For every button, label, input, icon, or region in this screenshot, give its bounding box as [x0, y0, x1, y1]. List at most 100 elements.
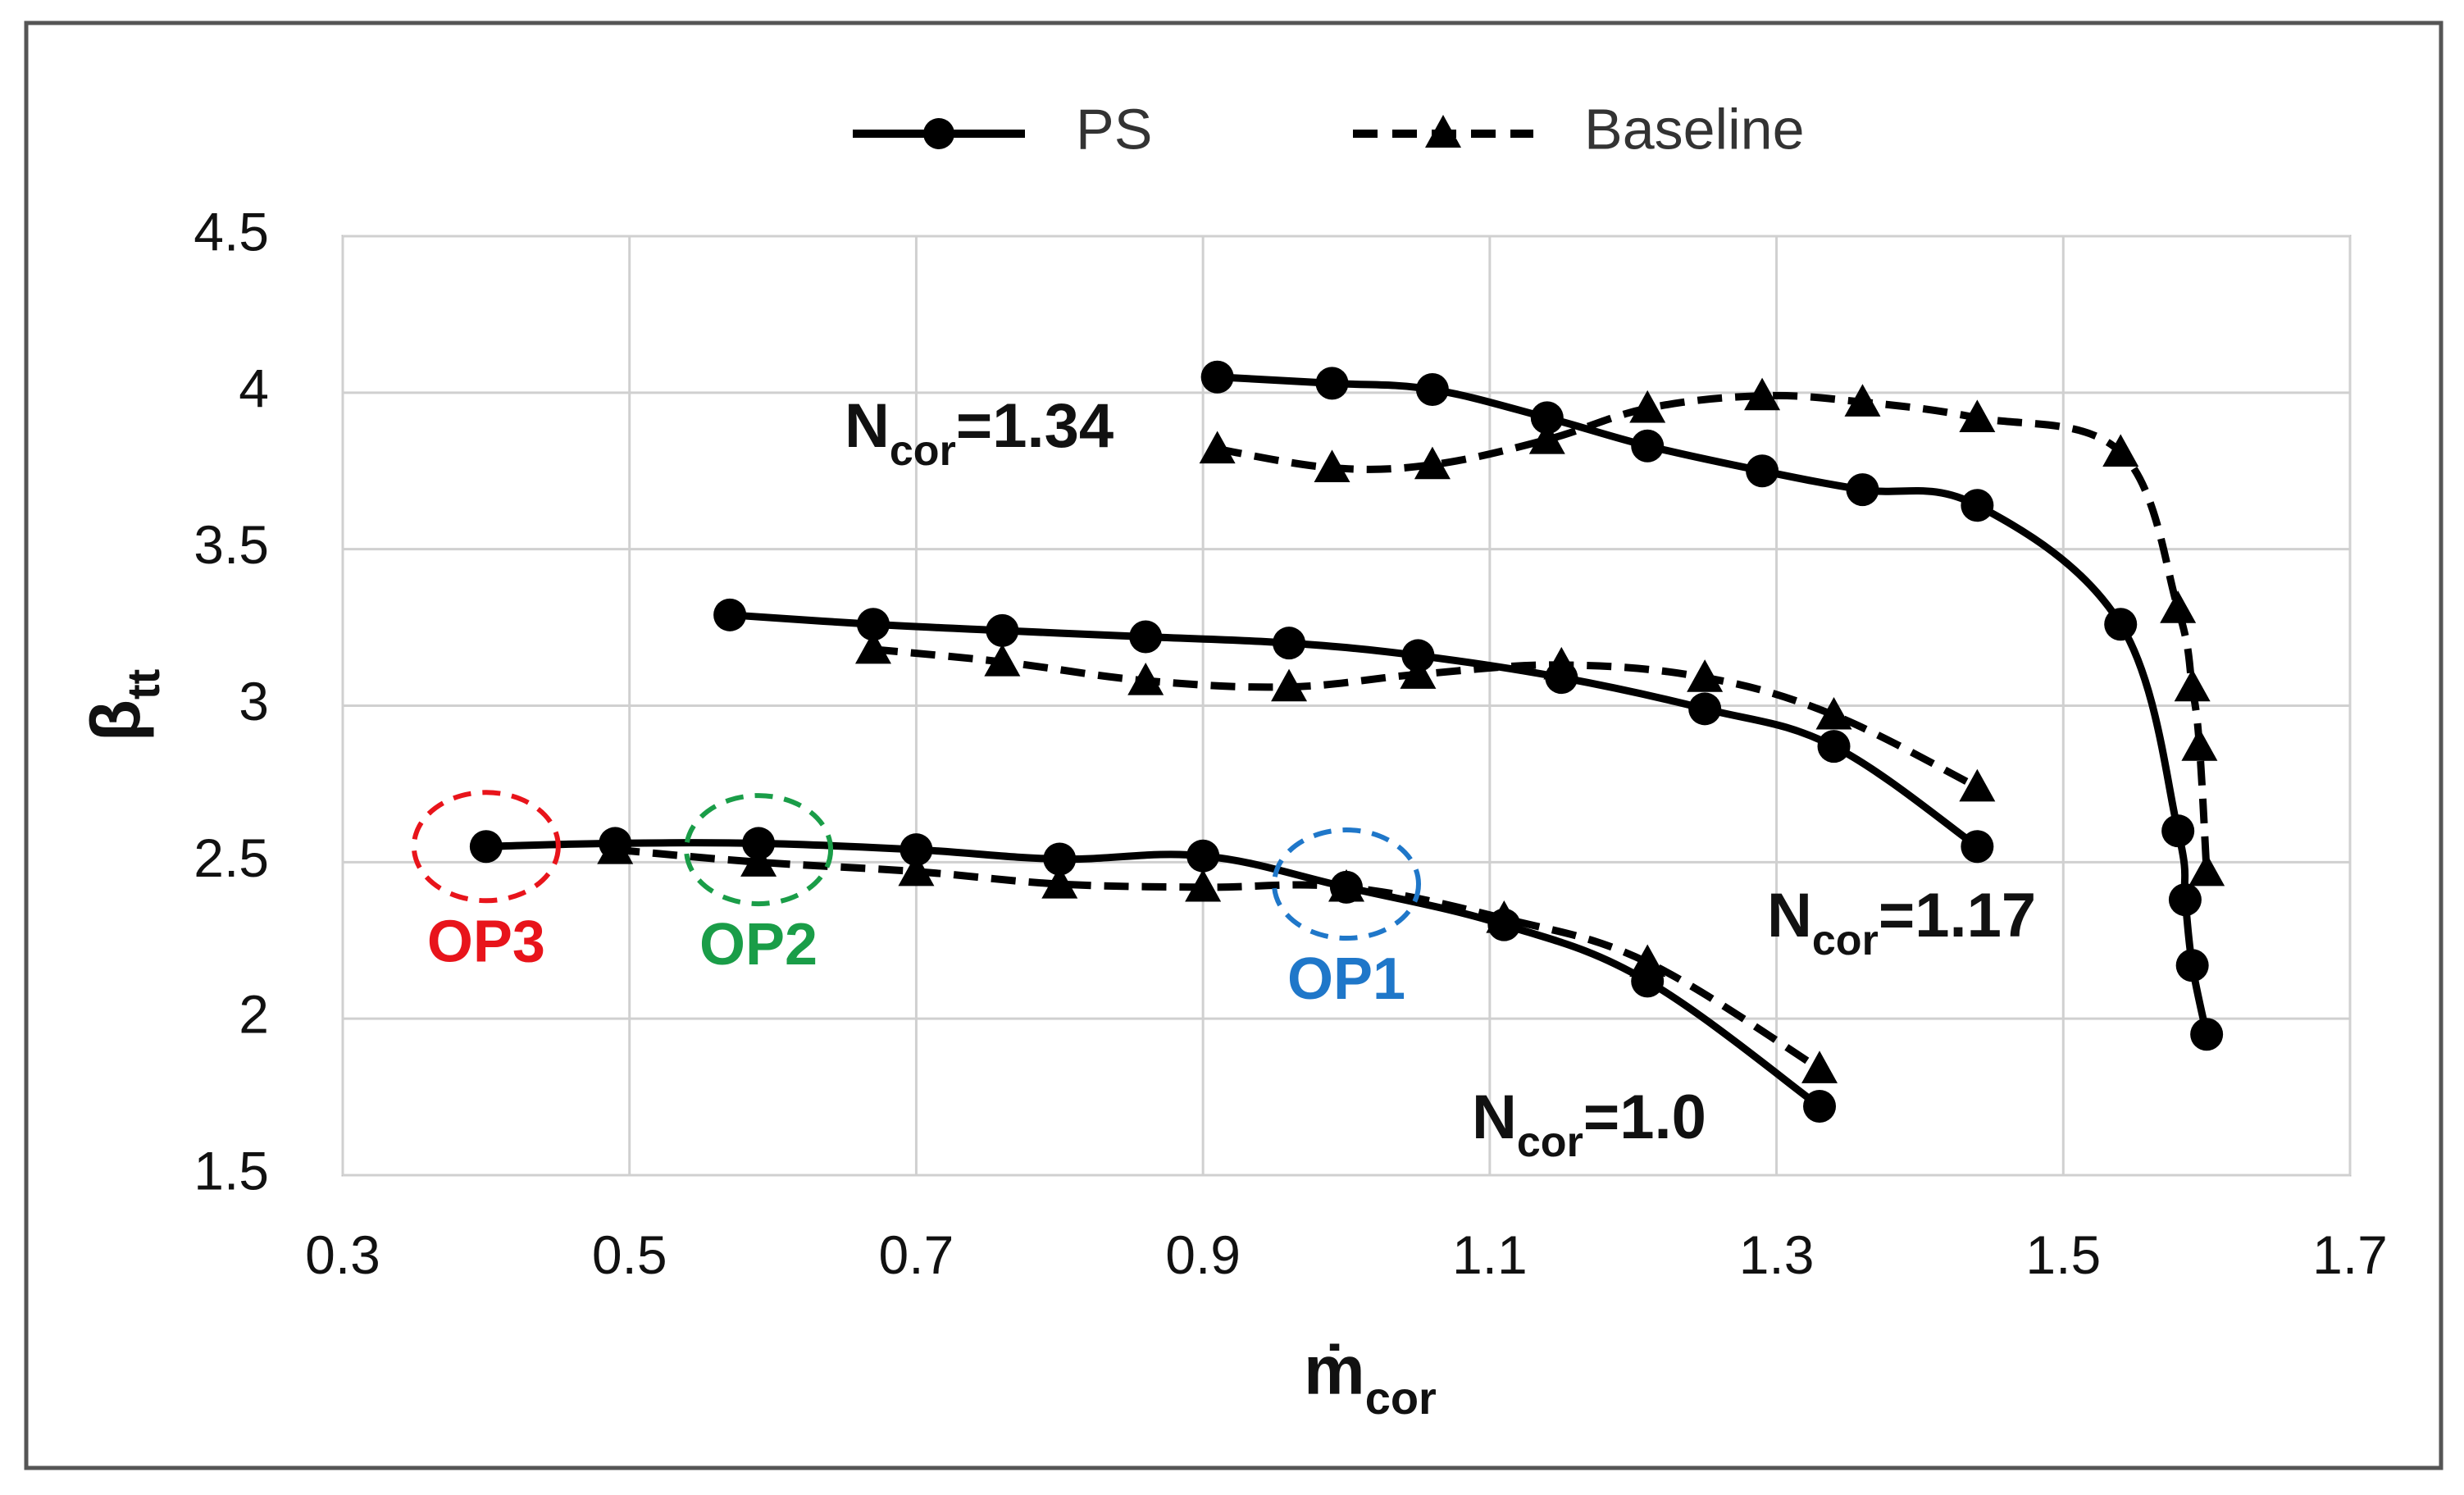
data-point-triangle — [854, 631, 891, 664]
series-ps-ncor-1-34 — [1200, 360, 2224, 1051]
data-point-circle — [599, 827, 632, 860]
y-tick-label: 2 — [239, 984, 269, 1045]
series-ps-ncor-1-0 — [469, 827, 1837, 1124]
data-point-triangle — [1041, 866, 1078, 899]
data-point-triangle — [1815, 696, 1852, 730]
op3-label: OP3 — [427, 909, 545, 974]
op2-highlight-ellipse — [684, 793, 834, 907]
data-point-triangle — [1844, 384, 1881, 417]
y-tick-label: 1.5 — [194, 1140, 269, 1201]
y-tick-labels: 1.5 2 2.5 3 3.5 4 4.5 — [194, 201, 269, 1201]
data-point-circle — [1961, 830, 1994, 864]
data-point-circle — [469, 830, 503, 864]
legend-ps-label: PS — [1076, 97, 1152, 161]
data-point-triangle — [2174, 668, 2211, 702]
x-tick-label: 1.7 — [2312, 1224, 2388, 1285]
y-tick-label: 3.5 — [194, 514, 269, 575]
data-point-circle — [713, 598, 747, 631]
x-tick-label: 0.9 — [1165, 1224, 1241, 1285]
data-point-circle — [856, 608, 890, 641]
data-point-circle — [1415, 373, 1449, 407]
op1-label: OP1 — [1287, 946, 1405, 1012]
data-point-triangle — [2188, 853, 2225, 887]
data-point-triangle — [2102, 434, 2139, 467]
data-point-circle — [2104, 608, 2138, 641]
x-tick-label: 1.3 — [1739, 1224, 1815, 1285]
data-point-triangle — [740, 844, 777, 877]
y-tick-label: 4.5 — [194, 201, 269, 262]
data-point-triangle — [984, 644, 1021, 677]
x-tick-label: 0.5 — [592, 1224, 667, 1285]
data-point-triangle — [2181, 728, 2218, 761]
data-point-triangle — [898, 853, 935, 887]
data-point-circle — [1273, 627, 1306, 660]
data-point-circle — [1315, 367, 1349, 400]
data-point-circle — [1746, 454, 1779, 488]
data-point-triangle — [1801, 1051, 1838, 1083]
data-point-circle — [1688, 692, 1722, 726]
data-point-circle — [1401, 639, 1435, 672]
x-tick-labels: 0.3 0.5 0.7 0.9 1.1 1.3 1.5 1.7 — [305, 1224, 2388, 1285]
data-point-circle — [1530, 401, 1564, 435]
data-point-circle — [2190, 1018, 2224, 1051]
x-tick-label: 1.1 — [1452, 1224, 1528, 1285]
data-point-circle — [1803, 1090, 1837, 1124]
data-point-circle — [1487, 908, 1521, 941]
data-point-triangle — [1687, 659, 1724, 692]
data-point-triangle — [1959, 399, 1996, 432]
data-point-triangle — [1271, 668, 1308, 702]
series-baseline-ncor-1-34 — [1199, 377, 2225, 887]
data-point-triangle — [1528, 422, 1565, 454]
data-point-circle — [1200, 360, 1234, 394]
data-point-circle — [1186, 839, 1220, 873]
legend-baseline-marker — [1425, 115, 1461, 148]
series-layer — [469, 360, 2225, 1124]
series-line-ps-ncor-1-17 — [729, 611, 1979, 850]
speed-label-n117: Ncor=1.17 — [1767, 881, 2036, 964]
series-ps-ncor-1-17 — [713, 598, 1994, 864]
data-point-triangle — [1959, 768, 1996, 802]
data-point-circle — [1631, 429, 1665, 463]
x-tick-label: 0.7 — [879, 1224, 954, 1285]
op3-highlight-ellipse — [411, 790, 561, 904]
data-point-triangle — [1629, 390, 1666, 423]
data-point-triangle — [1185, 868, 1222, 902]
data-point-circle — [1043, 842, 1077, 876]
op2-label: OP2 — [699, 912, 818, 978]
data-point-triangle — [1127, 662, 1164, 695]
data-point-circle — [1961, 489, 1994, 522]
y-tick-label: 4 — [239, 358, 269, 418]
operating-point-annotations: OP3 OP2 OP1 — [411, 790, 1421, 1012]
legend: PS Baseline — [853, 97, 1805, 161]
data-point-triangle — [1199, 431, 1236, 464]
legend-baseline-label: Baseline — [1584, 97, 1805, 161]
y-tick-label: 2.5 — [194, 827, 269, 888]
data-point-triangle — [1744, 377, 1781, 411]
data-point-circle — [1846, 473, 1879, 507]
data-point-circle — [2161, 814, 2195, 848]
data-point-circle — [742, 827, 776, 860]
series-line-ps-ncor-1-0 — [485, 839, 1822, 1110]
data-point-triangle — [1400, 656, 1437, 689]
x-tick-label: 1.5 — [2025, 1224, 2101, 1285]
x-tick-label: 0.3 — [305, 1224, 380, 1285]
data-point-circle — [986, 613, 1019, 647]
op1-highlight-ellipse — [1272, 827, 1421, 941]
data-point-circle — [900, 833, 933, 867]
data-point-circle — [1129, 620, 1163, 654]
y-axis-title: βtt — [77, 669, 169, 742]
data-point-triangle — [1414, 446, 1451, 480]
data-point-triangle — [1314, 449, 1350, 483]
data-point-circle — [1330, 870, 1363, 904]
x-axis-title: ṁcor — [1304, 1332, 1437, 1424]
legend-ps-marker — [923, 118, 954, 149]
speed-label-n134: Ncor=1.34 — [845, 391, 1114, 475]
data-point-circle — [1631, 964, 1665, 998]
speed-label-n10: Ncor=1.0 — [1472, 1083, 1706, 1166]
y-tick-label: 3 — [239, 671, 269, 732]
data-point-triangle — [2160, 590, 2197, 623]
series-line-baseline-ncor-1-0 — [614, 845, 1822, 1073]
data-point-circle — [1545, 661, 1578, 695]
